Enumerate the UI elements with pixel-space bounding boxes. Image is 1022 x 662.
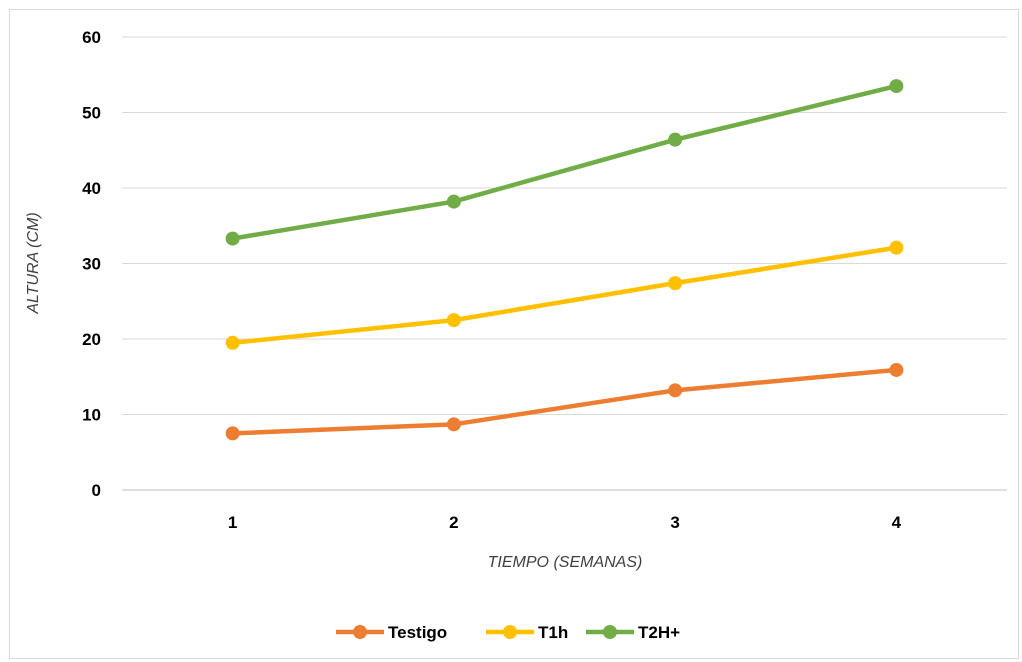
x-axis-title: TIEMPO (SEMANAS) bbox=[488, 554, 643, 571]
series-t2h+ bbox=[225, 79, 904, 246]
data-point bbox=[446, 417, 461, 432]
series-t1h bbox=[225, 240, 904, 350]
data-point bbox=[225, 231, 240, 246]
data-point bbox=[889, 79, 904, 94]
data-point bbox=[889, 240, 904, 255]
series-line bbox=[230, 367, 899, 436]
y-axis-title: ALTURA (CM) bbox=[25, 212, 42, 314]
data-point bbox=[668, 276, 683, 291]
x-tick-label: 1 bbox=[228, 513, 237, 532]
x-tick-label: 4 bbox=[892, 513, 902, 532]
data-point bbox=[446, 313, 461, 328]
y-tick-label: 10 bbox=[82, 406, 101, 425]
y-tick-label: 0 bbox=[92, 481, 101, 500]
series-testigo bbox=[225, 362, 904, 441]
legend-item: T1h bbox=[486, 623, 568, 642]
data-point bbox=[225, 426, 240, 441]
gridlines bbox=[122, 36, 1007, 491]
y-axis-ticks: 0 10 20 30 40 50 60 bbox=[82, 28, 101, 500]
series-lines bbox=[225, 79, 904, 441]
chart-frame bbox=[9, 9, 1019, 659]
y-tick-label: 60 bbox=[82, 28, 101, 47]
legend-label: T2H+ bbox=[638, 623, 680, 642]
series-line bbox=[230, 245, 899, 346]
y-tick-label: 30 bbox=[82, 255, 101, 274]
legend-label: T1h bbox=[538, 623, 568, 642]
legend: Testigo T1h T2H+ bbox=[336, 623, 680, 642]
data-point bbox=[225, 335, 240, 350]
y-tick-label: 40 bbox=[82, 179, 101, 198]
data-point bbox=[668, 383, 683, 398]
series-line bbox=[230, 83, 899, 241]
legend-item: Testigo bbox=[336, 623, 447, 642]
x-tick-label: 2 bbox=[449, 513, 458, 532]
legend-item: T2H+ bbox=[586, 623, 680, 642]
x-axis-ticks: 1 2 3 4 bbox=[228, 513, 902, 532]
data-point bbox=[446, 194, 461, 209]
legend-marker bbox=[353, 625, 367, 639]
data-point bbox=[668, 132, 683, 147]
y-tick-label: 20 bbox=[82, 330, 101, 349]
x-tick-label: 3 bbox=[670, 513, 679, 532]
legend-marker bbox=[503, 625, 517, 639]
legend-marker bbox=[603, 625, 617, 639]
y-tick-label: 50 bbox=[82, 104, 101, 123]
legend-label: Testigo bbox=[388, 623, 447, 642]
data-point bbox=[889, 362, 904, 377]
